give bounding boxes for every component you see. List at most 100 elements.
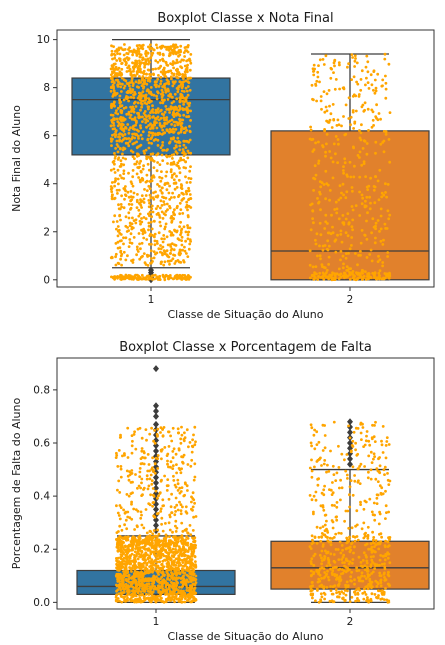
jitter-point [194, 574, 198, 578]
jitter-point [114, 147, 117, 150]
jitter-point [370, 83, 374, 87]
jitter-point [128, 470, 132, 473]
jitter-point [119, 277, 123, 281]
jitter-point [168, 535, 171, 539]
jitter-point [178, 166, 181, 170]
jitter-point [349, 575, 353, 579]
jitter-point [188, 193, 192, 196]
jitter-point [153, 232, 157, 236]
jitter-point [115, 59, 119, 62]
jitter-point [132, 575, 136, 578]
jitter-point [370, 259, 374, 263]
jitter-point [114, 154, 117, 158]
jitter-point [148, 242, 151, 246]
jitter-point [121, 579, 125, 582]
jitter-point [176, 87, 180, 91]
jitter-point [125, 52, 129, 55]
jitter-point [152, 175, 156, 179]
jitter-point [185, 106, 189, 109]
jitter-point [153, 123, 156, 127]
jitter-point [370, 545, 374, 549]
jitter-point [174, 544, 178, 548]
jitter-point [115, 188, 119, 192]
jitter-point [371, 118, 375, 122]
jitter-point [337, 558, 341, 561]
jitter-point [325, 519, 328, 523]
jitter-point [158, 492, 162, 495]
jitter-point [112, 220, 115, 224]
jitter-point [192, 433, 195, 437]
jitter-point [122, 576, 126, 579]
jitter-point [116, 225, 120, 228]
jitter-point [153, 273, 157, 277]
jitter-point [126, 579, 130, 583]
jitter-point [314, 490, 318, 494]
jitter-point [148, 477, 152, 481]
jitter-point [364, 199, 367, 203]
jitter-point [189, 590, 193, 593]
jitter-point [179, 490, 183, 493]
jitter-point [128, 516, 132, 520]
jitter-point [139, 255, 143, 259]
jitter-point [375, 585, 379, 588]
jitter-point [326, 569, 329, 573]
jitter-point [332, 600, 336, 604]
jitter-point [146, 535, 149, 539]
jitter-point [135, 587, 138, 591]
jitter-point [190, 586, 194, 590]
jitter-point [156, 133, 160, 137]
jitter-point [170, 247, 174, 251]
jitter-point [130, 444, 134, 448]
jitter-point [172, 72, 176, 76]
jitter-point [378, 168, 382, 172]
jitter-point [168, 111, 172, 114]
jitter-point [121, 118, 124, 122]
jitter-point [124, 63, 128, 66]
jitter-point [336, 583, 340, 587]
jitter-point [314, 141, 317, 145]
jitter-point [147, 502, 151, 505]
jitter-point [117, 188, 121, 192]
jitter-point [130, 241, 134, 245]
jitter-point [309, 228, 313, 232]
jitter-point [329, 449, 332, 453]
jitter-point [117, 514, 121, 517]
jitter-point [313, 277, 317, 280]
jitter-point [177, 71, 181, 74]
jitter-point [360, 527, 364, 531]
jitter-point [318, 457, 321, 461]
jitter-point [151, 544, 155, 548]
jitter-point [374, 175, 378, 179]
jitter-point [190, 595, 194, 599]
jitter-point [323, 227, 327, 230]
jitter-point [364, 204, 368, 208]
jitter-point [387, 138, 391, 141]
jitter-point [182, 494, 186, 498]
jitter-point [162, 554, 166, 558]
jitter-point [187, 104, 191, 108]
jitter-point [150, 479, 154, 483]
jitter-point [125, 538, 128, 542]
jitter-point [369, 477, 373, 481]
jitter-point [186, 102, 190, 105]
jitter-point [132, 191, 136, 195]
jitter-point [382, 193, 386, 197]
jitter-point [370, 231, 373, 235]
jitter-point [111, 193, 114, 197]
jitter-point [152, 563, 155, 566]
jitter-point [378, 571, 382, 575]
jitter-point [183, 249, 187, 253]
jitter-point [146, 105, 150, 109]
jitter-point [179, 220, 183, 224]
jitter-point [125, 469, 129, 473]
jitter-point [320, 464, 323, 467]
jitter-point [377, 112, 381, 115]
jitter-point [145, 173, 149, 177]
jitter-point [128, 543, 132, 547]
jitter-point [124, 236, 128, 240]
jitter-point [169, 505, 173, 509]
jitter-point [182, 127, 186, 130]
jitter-point [159, 146, 163, 150]
jitter-point [165, 489, 169, 492]
jitter-point [141, 94, 145, 98]
